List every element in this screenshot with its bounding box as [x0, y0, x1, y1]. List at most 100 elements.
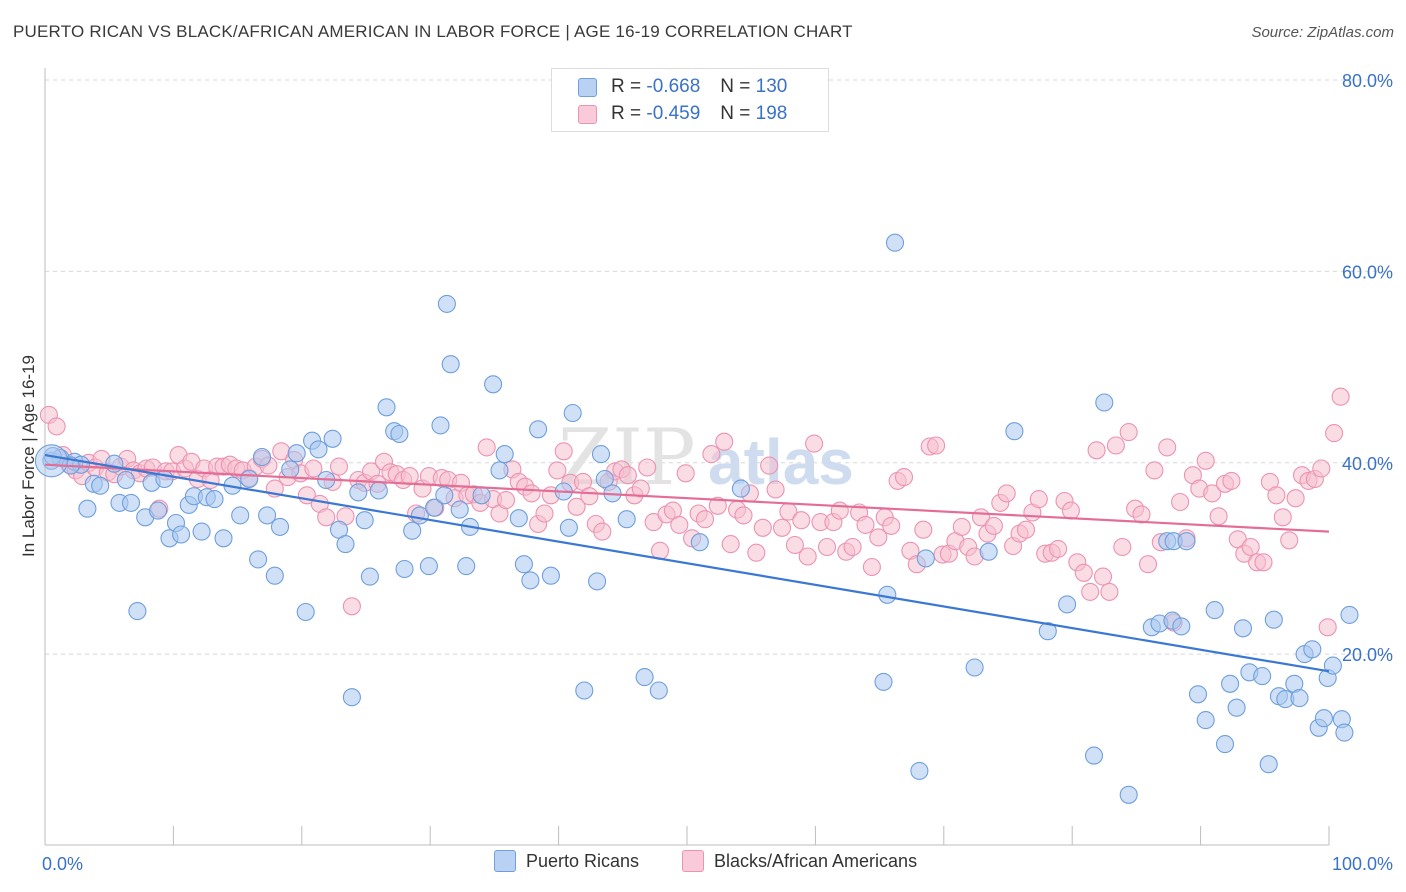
- data-point-blacks: [1318, 618, 1337, 637]
- data-point-blacks: [329, 457, 349, 476]
- data-point-puerto-ricans: [240, 469, 259, 489]
- data-point-puerto-ricans: [336, 535, 355, 554]
- data-point-blacks: [798, 547, 817, 566]
- data-point-puerto-ricans: [591, 445, 611, 464]
- data-point-puerto-ricans: [91, 476, 110, 495]
- data-point-puerto-ricans: [296, 602, 315, 622]
- data-point-puerto-ricans: [265, 566, 284, 585]
- data-point-blacks: [1325, 424, 1344, 443]
- data-point-blacks: [695, 510, 715, 529]
- data-point-puerto-ricans: [514, 555, 533, 574]
- data-point-puerto-ricans: [360, 567, 379, 586]
- data-point-blacks: [734, 506, 753, 525]
- data-point-puerto-ricans: [1340, 605, 1359, 624]
- data-point-blacks: [1273, 508, 1292, 527]
- series-puerto-ricans-points: [34, 233, 1359, 804]
- data-point-blacks: [47, 417, 66, 436]
- data-point-puerto-ricans: [155, 469, 174, 489]
- data-point-blacks: [843, 537, 862, 557]
- data-point-blacks: [702, 445, 721, 464]
- data-point-blacks: [1074, 563, 1093, 582]
- legend-n-value: 130: [755, 76, 788, 97]
- data-point-blacks: [1158, 438, 1177, 457]
- data-point-blacks: [1119, 423, 1138, 442]
- data-point-puerto-ricans: [1227, 698, 1246, 717]
- data-point-puerto-ricans: [1038, 622, 1057, 641]
- legend-n-label: N =: [720, 103, 751, 124]
- data-point-puerto-ricans: [1084, 746, 1104, 765]
- data-point-puerto-ricans: [450, 500, 469, 519]
- data-point-puerto-ricans: [1221, 674, 1240, 693]
- bottom-legend-swatch-pink: [682, 850, 704, 872]
- data-point-puerto-ricans: [1005, 422, 1024, 441]
- data-point-puerto-ricans: [342, 688, 361, 707]
- data-point-puerto-ricans: [484, 375, 503, 394]
- correlation-legend: R = -0.668 N = 130 R = -0.459 N = 198: [551, 68, 829, 132]
- data-point-puerto-ricans: [349, 483, 368, 502]
- data-point-blacks: [882, 516, 901, 535]
- data-point-blacks: [1280, 531, 1299, 550]
- data-point-blacks: [676, 464, 695, 483]
- y-tick-label: 80.0%: [1342, 71, 1393, 91]
- data-point-puerto-ricans: [1215, 735, 1235, 754]
- data-point-blacks: [721, 535, 740, 554]
- legend-swatch-pink: [578, 104, 597, 124]
- data-point-puerto-ricans: [635, 668, 654, 687]
- data-point-puerto-ricans: [690, 533, 709, 552]
- data-point-blacks: [567, 497, 586, 516]
- data-point-puerto-ricans: [878, 585, 897, 604]
- data-point-puerto-ricans: [1290, 689, 1309, 708]
- data-point-puerto-ricans: [437, 294, 456, 313]
- data-point-puerto-ricans: [563, 403, 582, 423]
- data-point-blacks: [1254, 553, 1273, 572]
- data-point-blacks: [1331, 387, 1350, 406]
- data-point-puerto-ricans: [649, 681, 668, 700]
- data-point-blacks: [1016, 520, 1036, 539]
- data-point-blacks: [952, 517, 971, 536]
- source-label: Source: ZipAtlas.com: [1251, 24, 1394, 41]
- data-point-blacks: [1138, 555, 1158, 574]
- data-point-puerto-ricans: [425, 498, 444, 517]
- data-point-blacks: [670, 515, 689, 534]
- data-point-puerto-ricans: [1119, 785, 1138, 804]
- data-point-blacks: [1132, 505, 1151, 524]
- data-point-puerto-ricans: [323, 429, 342, 448]
- legend-row-blacks: R = -0.459 N = 198: [578, 102, 787, 126]
- data-point-blacks: [772, 518, 792, 537]
- data-point-puerto-ricans: [472, 486, 491, 505]
- data-point-blacks: [1145, 461, 1164, 480]
- data-point-blacks: [580, 487, 599, 506]
- data-point-blacks: [1171, 492, 1190, 512]
- data-point-puerto-ricans: [1303, 640, 1322, 659]
- data-point-puerto-ricans: [1205, 601, 1224, 620]
- bottom-legend-puerto-ricans: Puerto Ricans: [494, 850, 639, 872]
- data-point-blacks: [522, 484, 541, 503]
- data-point-blacks: [869, 528, 888, 547]
- data-point-blacks: [1113, 537, 1132, 557]
- data-point-blacks: [715, 432, 734, 451]
- data-point-blacks: [638, 458, 657, 477]
- data-point-blacks: [914, 520, 933, 539]
- y-tick-label: 40.0%: [1342, 454, 1393, 474]
- data-point-puerto-ricans: [916, 549, 935, 568]
- x-tick-label-max: 100.0%: [1332, 854, 1393, 874]
- data-point-blacks: [862, 557, 881, 577]
- legend-row-puerto-ricans: R = -0.668 N = 130: [578, 75, 787, 99]
- data-point-blacks: [817, 537, 837, 557]
- data-point-blacks: [535, 504, 554, 523]
- data-point-blacks: [342, 597, 361, 616]
- data-point-blacks: [1093, 567, 1113, 586]
- data-point-puerto-ricans: [529, 420, 548, 439]
- data-point-puerto-ricans: [309, 440, 328, 459]
- data-point-blacks: [1209, 507, 1228, 526]
- data-point-puerto-ricans: [355, 511, 374, 530]
- data-point-puerto-ricans: [128, 602, 147, 621]
- data-point-puerto-ricans: [1335, 723, 1354, 742]
- data-point-puerto-ricans: [1264, 610, 1283, 629]
- data-point-puerto-ricans: [377, 398, 396, 417]
- bottom-legend-label: Blacks/African Americans: [714, 850, 918, 871]
- legend-n-label: N =: [720, 76, 751, 97]
- data-point-puerto-ricans: [390, 424, 409, 444]
- data-point-puerto-ricans: [1233, 619, 1253, 638]
- legend-swatch-blue: [578, 77, 597, 97]
